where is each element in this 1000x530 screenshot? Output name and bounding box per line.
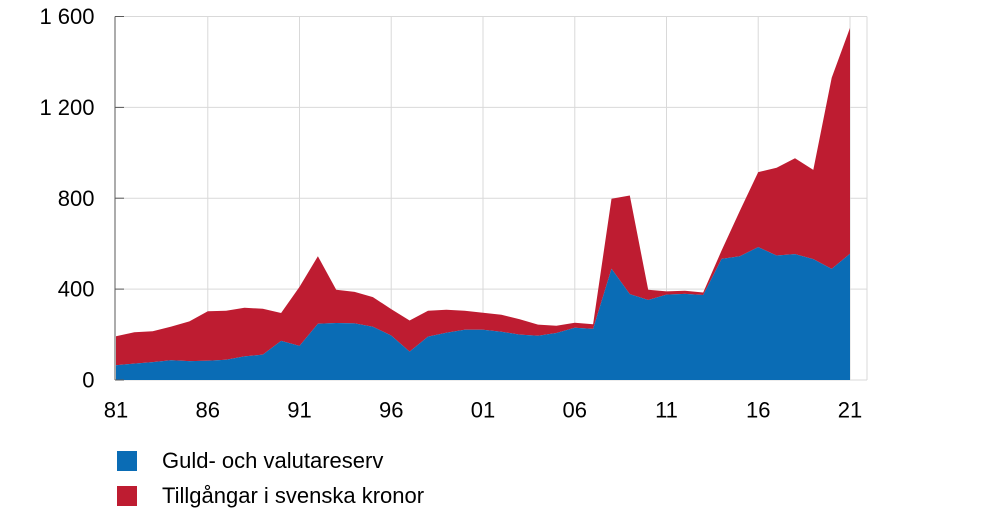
svg-text:86: 86 — [196, 398, 220, 423]
svg-text:Tillgångar i svenska kronor: Tillgångar i svenska kronor — [162, 483, 424, 508]
svg-text:400: 400 — [58, 277, 95, 302]
svg-text:21: 21 — [838, 398, 862, 423]
svg-text:Guld- och valutareserv: Guld- och valutareserv — [162, 448, 383, 473]
svg-text:0: 0 — [82, 368, 94, 393]
svg-text:81: 81 — [104, 398, 128, 423]
svg-text:11: 11 — [655, 398, 678, 423]
svg-text:91: 91 — [287, 398, 311, 423]
svg-text:01: 01 — [471, 398, 495, 423]
svg-text:1 600: 1 600 — [39, 4, 94, 29]
svg-text:1 200: 1 200 — [39, 95, 94, 120]
svg-text:06: 06 — [563, 398, 587, 423]
svg-text:96: 96 — [379, 398, 403, 423]
svg-text:800: 800 — [58, 186, 95, 211]
svg-text:16: 16 — [746, 398, 770, 423]
